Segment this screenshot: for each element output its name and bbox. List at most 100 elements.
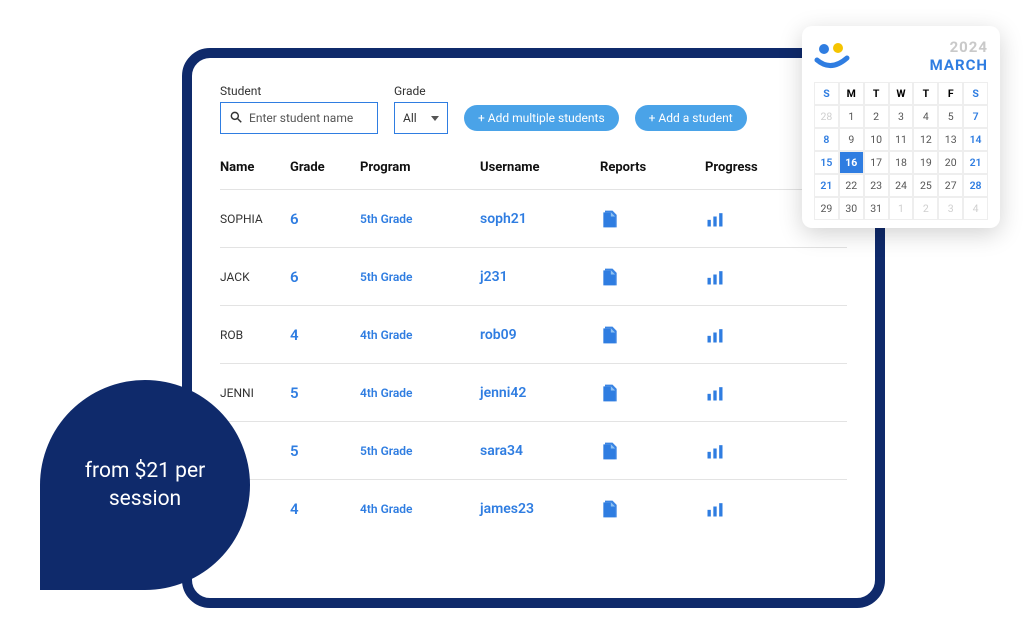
- cell-grade: 6: [290, 268, 360, 286]
- calendar-day[interactable]: 7: [963, 105, 988, 128]
- calendar-day[interactable]: 15: [814, 151, 839, 174]
- calendar-day[interactable]: 12: [913, 128, 938, 151]
- add-student-button[interactable]: + Add a student: [635, 105, 747, 131]
- calendar-year: 2024: [930, 38, 988, 56]
- calendar-dow: T: [913, 82, 938, 105]
- student-dashboard-panel: Student Enter student name Grade All + A…: [182, 48, 885, 608]
- calendar-day[interactable]: 31: [864, 197, 889, 220]
- table-row: JENNI54th Gradejenni42: [220, 363, 847, 421]
- calendar-dow: S: [814, 82, 839, 105]
- cell-grade: 4: [290, 326, 360, 344]
- add-multiple-students-button[interactable]: + Add multiple students: [464, 105, 619, 131]
- calendar-day[interactable]: 27: [938, 174, 963, 197]
- progress-icon[interactable]: [705, 325, 790, 345]
- calendar-day[interactable]: 21: [963, 151, 988, 174]
- calendar-day[interactable]: 20: [938, 151, 963, 174]
- calendar-title: 2024 MARCH: [930, 38, 988, 74]
- progress-icon[interactable]: [705, 209, 790, 229]
- calendar-day[interactable]: 21: [814, 174, 839, 197]
- add-multiple-label: + Add multiple students: [478, 111, 605, 125]
- calendar-day[interactable]: 17: [864, 151, 889, 174]
- report-icon[interactable]: [600, 325, 705, 345]
- grade-filter-label: Grade: [394, 84, 448, 98]
- table-row: MES44th Gradejames23: [220, 479, 847, 537]
- calendar-day[interactable]: 2: [913, 197, 938, 220]
- calendar-dow: T: [864, 82, 889, 105]
- calendar-month: MARCH: [930, 56, 988, 74]
- cell-grade: 4: [290, 500, 360, 518]
- calendar-day[interactable]: 22: [839, 174, 864, 197]
- col-program: Program: [360, 160, 480, 175]
- calendar-day[interactable]: 4: [963, 197, 988, 220]
- calendar-day[interactable]: 24: [889, 174, 914, 197]
- progress-icon[interactable]: [705, 441, 790, 461]
- calendar-day[interactable]: 10: [864, 128, 889, 151]
- calendar-day[interactable]: 1: [839, 105, 864, 128]
- table-row: RA55th Gradesara34: [220, 421, 847, 479]
- cell-name: ROB: [220, 328, 290, 342]
- calendar-dow: F: [938, 82, 963, 105]
- report-icon[interactable]: [600, 441, 705, 461]
- calendar-day[interactable]: 23: [864, 174, 889, 197]
- table-row: JACK65th Gradej231: [220, 247, 847, 305]
- grade-select[interactable]: All: [394, 102, 448, 134]
- table-row: ROB44th Graderob09: [220, 305, 847, 363]
- cell-program: 4th Grade: [360, 502, 480, 516]
- price-badge: from $21 per session: [40, 380, 250, 590]
- calendar-day[interactable]: 8: [814, 128, 839, 151]
- search-icon: [229, 110, 243, 127]
- cell-program: 5th Grade: [360, 270, 480, 284]
- report-icon[interactable]: [600, 499, 705, 519]
- calendar-widget: 2024 MARCH SMTWTFS2812345789101112131415…: [802, 26, 1000, 228]
- table-body: SOPHIA65th Gradesoph21JACK65th Gradej231…: [220, 189, 847, 537]
- report-icon[interactable]: [600, 267, 705, 287]
- calendar-day[interactable]: 28: [963, 174, 988, 197]
- student-filter: Student Enter student name: [220, 84, 378, 134]
- calendar-day[interactable]: 2: [864, 105, 889, 128]
- cell-program: 4th Grade: [360, 328, 480, 342]
- calendar-day[interactable]: 3: [889, 105, 914, 128]
- student-search-input[interactable]: Enter student name: [220, 102, 378, 134]
- calendar-day[interactable]: 3: [938, 197, 963, 220]
- calendar-day[interactable]: 11: [889, 128, 914, 151]
- calendar-day[interactable]: 18: [889, 151, 914, 174]
- calendar-day[interactable]: 13: [938, 128, 963, 151]
- price-badge-text: from $21 per session: [70, 457, 220, 514]
- calendar-day[interactable]: 19: [913, 151, 938, 174]
- calendar-day[interactable]: 14: [963, 128, 988, 151]
- calendar-day[interactable]: 1: [889, 197, 914, 220]
- cell-name: JACK: [220, 270, 290, 284]
- progress-icon[interactable]: [705, 499, 790, 519]
- calendar-day[interactable]: 30: [839, 197, 864, 220]
- calendar-header: 2024 MARCH: [814, 38, 988, 74]
- brand-logo-icon: [814, 42, 852, 70]
- cell-name: JENNI: [220, 386, 290, 400]
- calendar-day[interactable]: 29: [814, 197, 839, 220]
- grade-select-value: All: [403, 111, 417, 125]
- report-icon[interactable]: [600, 383, 705, 403]
- progress-icon[interactable]: [705, 383, 790, 403]
- calendar-day[interactable]: 4: [913, 105, 938, 128]
- cell-name: SOPHIA: [220, 212, 290, 226]
- cell-program: 4th Grade: [360, 386, 480, 400]
- calendar-grid: SMTWTFS281234578910111213141516171819202…: [814, 82, 988, 220]
- col-grade: Grade: [290, 160, 360, 175]
- calendar-day[interactable]: 28: [814, 105, 839, 128]
- cell-username: j231: [480, 269, 600, 285]
- calendar-day[interactable]: 9: [839, 128, 864, 151]
- calendar-day[interactable]: 25: [913, 174, 938, 197]
- cell-grade: 5: [290, 442, 360, 460]
- calendar-dow: S: [963, 82, 988, 105]
- cell-username: soph21: [480, 211, 600, 227]
- progress-icon[interactable]: [705, 267, 790, 287]
- col-username: Username: [480, 160, 600, 175]
- student-filter-label: Student: [220, 84, 378, 98]
- calendar-day[interactable]: 5: [938, 105, 963, 128]
- calendar-day[interactable]: 16: [839, 151, 864, 174]
- col-progress: Progress: [705, 160, 790, 175]
- cell-username: jenni42: [480, 385, 600, 401]
- col-reports: Reports: [600, 160, 705, 175]
- cell-grade: 6: [290, 210, 360, 228]
- report-icon[interactable]: [600, 209, 705, 229]
- cell-program: 5th Grade: [360, 212, 480, 226]
